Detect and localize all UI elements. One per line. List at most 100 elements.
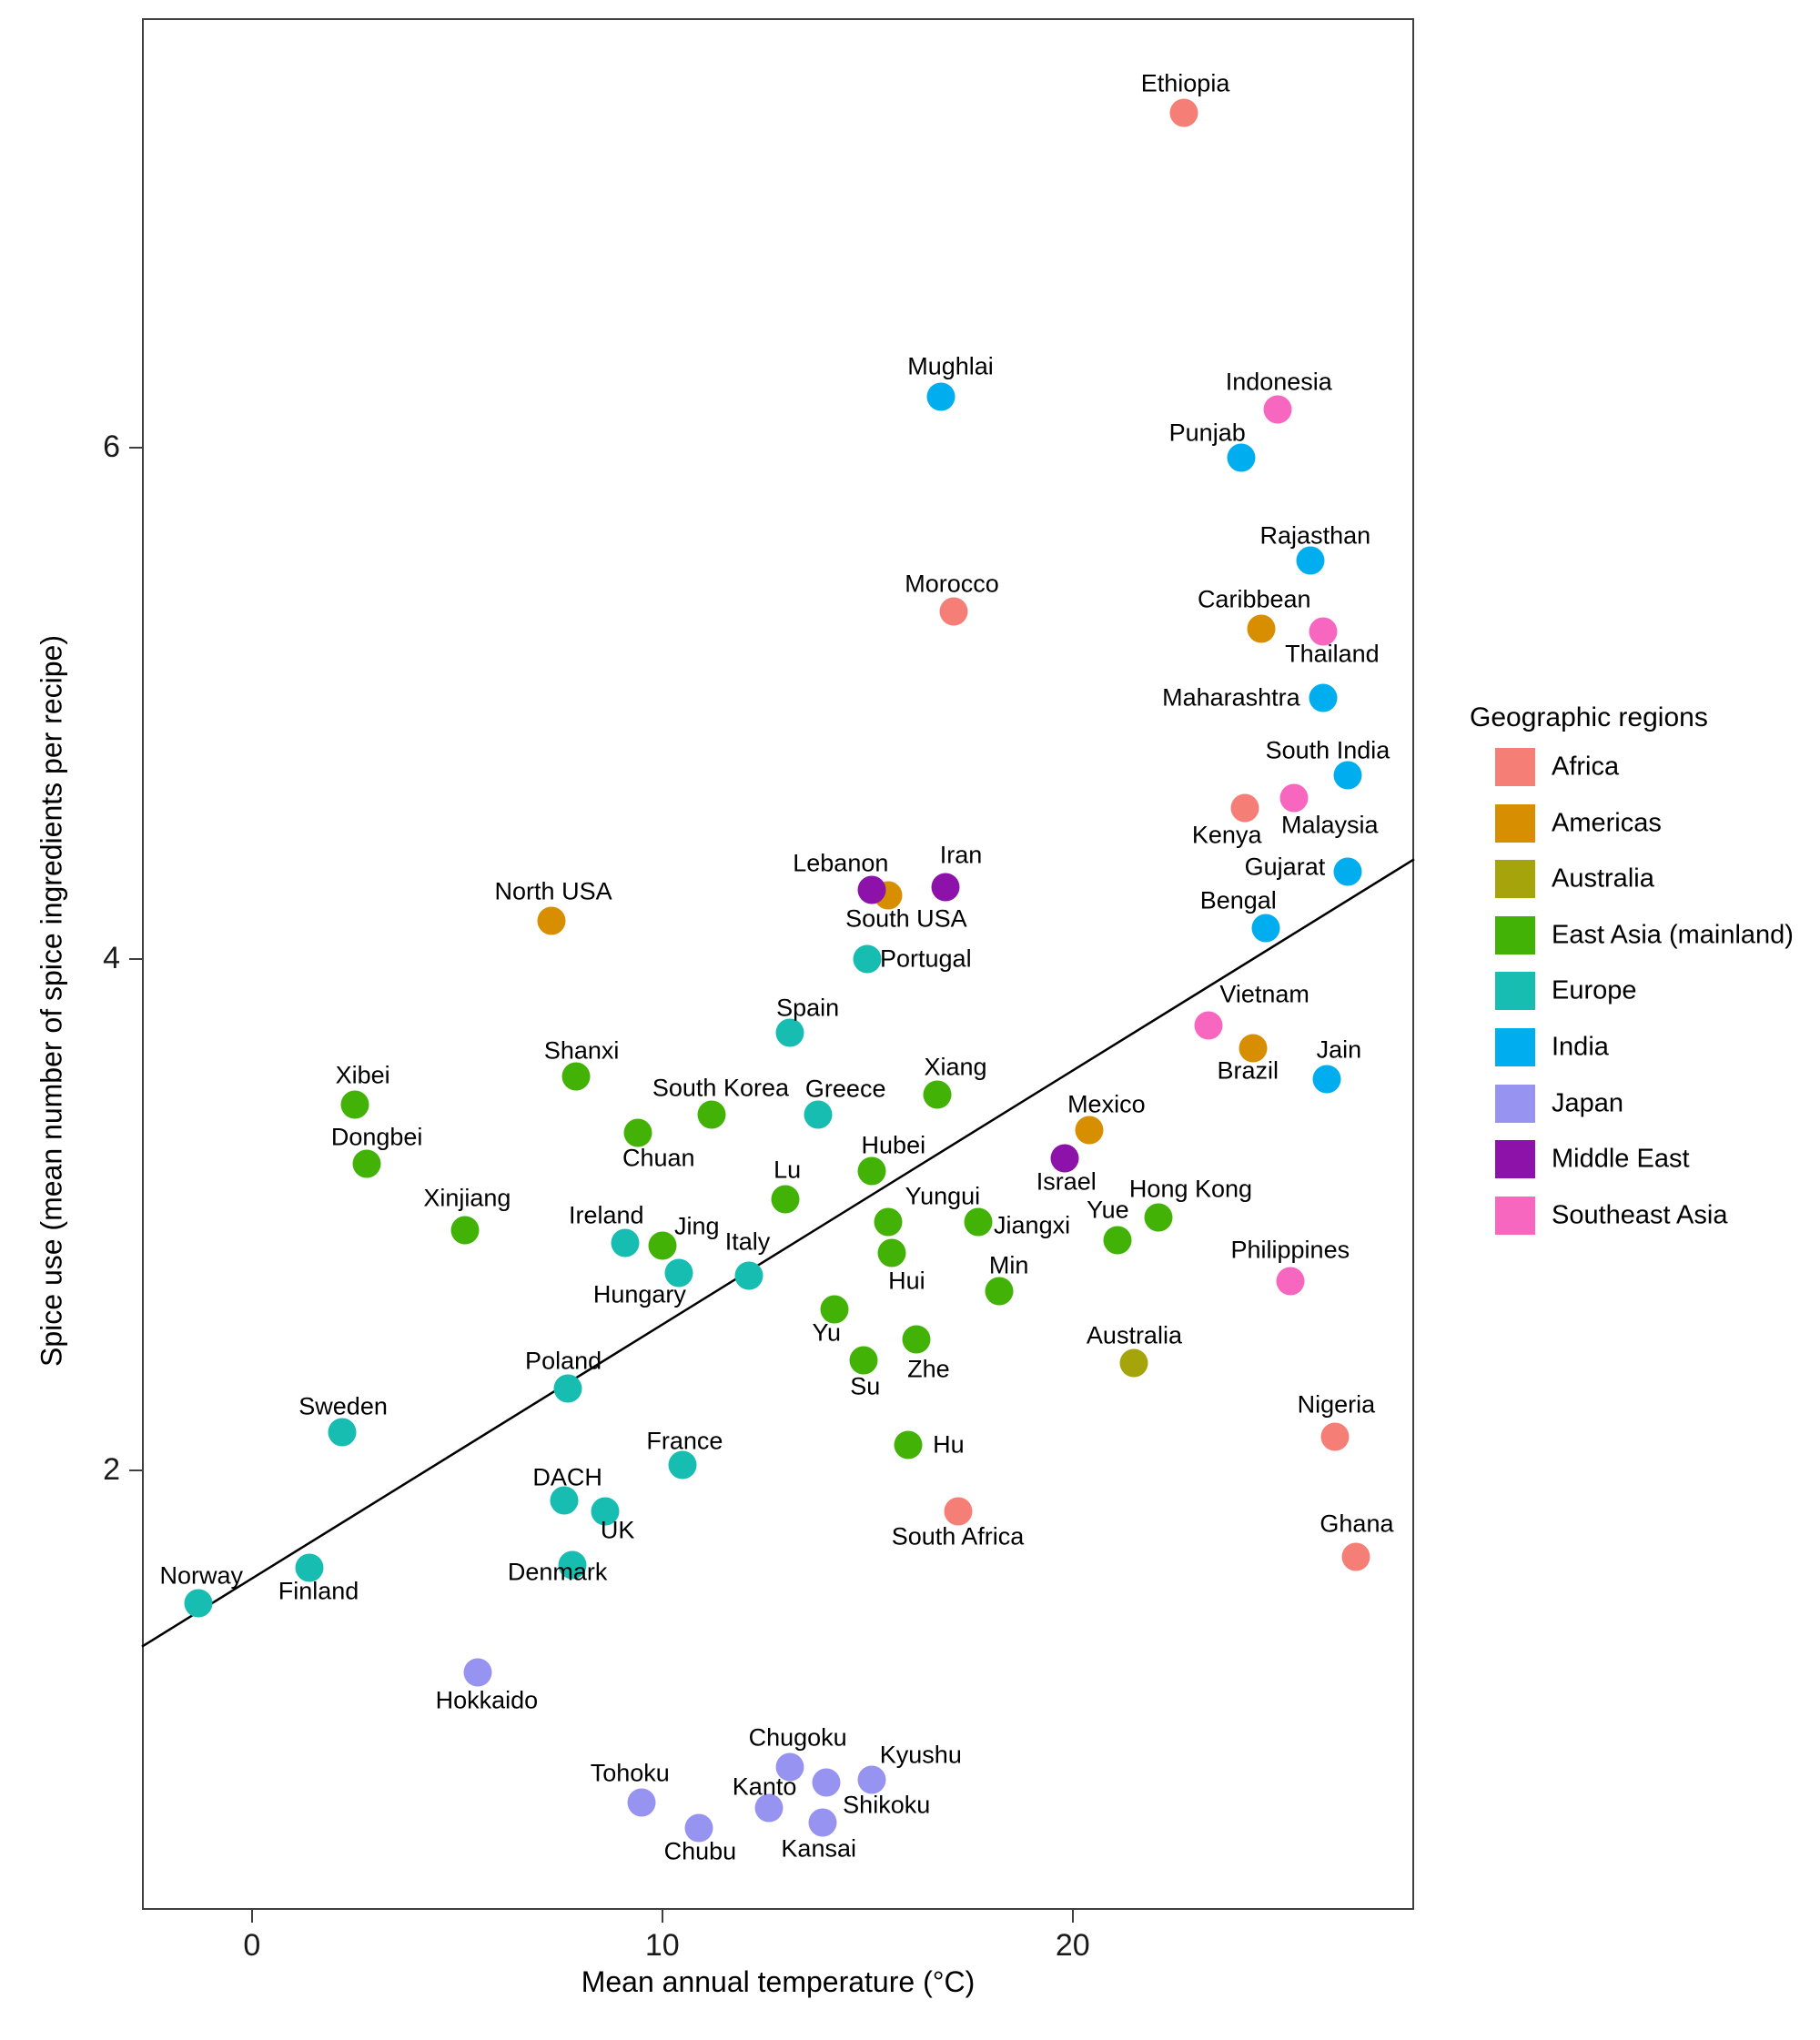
legend-label-japan: Japan (1552, 1088, 1624, 1118)
point-label-ireland: Ireland (568, 1201, 644, 1229)
point-label-yu: Yu (812, 1318, 841, 1347)
point-chubu (684, 1813, 713, 1843)
point-label-france: France (646, 1427, 723, 1455)
point-label-chuan: Chuan (622, 1144, 695, 1172)
point-label-portugal: Portugal (880, 944, 972, 973)
point-nigeria (1320, 1422, 1350, 1451)
point-shanxi (561, 1062, 591, 1091)
point-label-rajasthan: Rajasthan (1259, 521, 1371, 550)
y-tick-mark-2 (129, 1469, 142, 1471)
point-philippines (1276, 1267, 1305, 1296)
point-label-spain: Spain (776, 994, 840, 1022)
point-label-gujarat: Gujarat (1244, 853, 1326, 881)
point-xinjiang (450, 1216, 480, 1245)
point-hong-kong (1144, 1203, 1173, 1232)
point-israel (1050, 1144, 1079, 1173)
point-south-korea (697, 1100, 726, 1129)
point-label-mexico: Mexico (1067, 1090, 1146, 1118)
legend-label-middle-east: Middle East (1552, 1144, 1690, 1174)
point-gujarat (1333, 857, 1362, 886)
point-label-denmark: Denmark (507, 1558, 608, 1586)
point-rajasthan (1296, 546, 1325, 575)
point-label-hu: Hu (933, 1430, 965, 1459)
point-indonesia (1263, 395, 1292, 424)
point-label-yungui: Yungui (905, 1182, 981, 1210)
point-label-lu: Lu (774, 1156, 802, 1184)
point-yungui (874, 1207, 903, 1237)
point-maharashtra (1309, 683, 1338, 712)
point-yu (820, 1295, 849, 1324)
point-label-norway: Norway (159, 1561, 243, 1590)
point-label-hubei: Hubei (861, 1131, 926, 1159)
point-label-jiangxi: Jiangxi (994, 1211, 1071, 1239)
x-tick-mark-10 (661, 1910, 663, 1923)
point-hokkaido (463, 1658, 492, 1687)
point-label-yue: Yue (1087, 1196, 1129, 1224)
point-poland (553, 1374, 582, 1403)
point-label-hui: Hui (888, 1267, 925, 1295)
point-bengal (1251, 914, 1280, 943)
point-label-ghana: Ghana (1320, 1510, 1394, 1538)
point-north-usa (537, 906, 566, 935)
point-shikoku (812, 1768, 841, 1797)
point-label-hong-kong: Hong Kong (1128, 1175, 1253, 1203)
point-label-zhe: Zhe (907, 1355, 950, 1383)
point-hui (877, 1238, 906, 1267)
x-tick-mark-0 (250, 1910, 253, 1923)
point-label-thailand: Thailand (1285, 640, 1380, 668)
point-label-poland: Poland (525, 1347, 602, 1375)
point-label-australia: Australia (1086, 1321, 1182, 1349)
x-tick-label-20: 20 (1055, 1928, 1090, 1963)
point-greece (804, 1100, 833, 1129)
point-jiangxi (964, 1207, 993, 1237)
point-su (849, 1346, 878, 1375)
point-dongbei (352, 1149, 381, 1178)
point-mughlai (926, 382, 956, 411)
point-label-south-africa: South Africa (891, 1522, 1025, 1550)
point-dach (550, 1486, 579, 1515)
point-label-caribbean: Caribbean (1197, 585, 1311, 613)
point-italy (734, 1261, 763, 1290)
point-iran (931, 873, 960, 902)
point-norway (184, 1589, 213, 1618)
point-malaysia (1279, 783, 1309, 813)
point-label-brazil: Brazil (1217, 1056, 1279, 1085)
legend-swatch-east-asia-mainland- (1495, 915, 1535, 954)
point-label-indonesia: Indonesia (1225, 368, 1332, 396)
point-thailand (1309, 617, 1338, 646)
point-finland (295, 1553, 324, 1582)
point-brazil (1239, 1034, 1268, 1063)
point-spain (775, 1018, 804, 1047)
point-label-tohoku: Tohoku (590, 1759, 670, 1787)
legend-label-india: India (1552, 1032, 1609, 1062)
point-label-shikoku: Shikoku (843, 1791, 931, 1819)
point-sweden (328, 1418, 357, 1447)
point-min (985, 1277, 1014, 1306)
y-tick-label-4: 4 (103, 940, 120, 975)
point-kyushu (857, 1765, 886, 1794)
point-hubei (857, 1156, 886, 1186)
plot-panel (142, 18, 1414, 1910)
point-label-jing: Jing (674, 1212, 720, 1240)
point-chugoku (775, 1752, 804, 1782)
point-south-africa (944, 1497, 973, 1526)
point-label-min: Min (988, 1251, 1029, 1279)
point-label-maharashtra: Maharashtra (1162, 683, 1300, 712)
y-tick-mark-6 (129, 446, 142, 449)
y-axis-title: Spice use (mean number of spice ingredie… (35, 635, 68, 1367)
point-label-xibei: Xibei (335, 1061, 390, 1089)
point-morocco (939, 597, 968, 626)
point-zhe (902, 1325, 931, 1354)
point-label-mughlai: Mughlai (907, 352, 994, 380)
x-axis-title: Mean annual temperature (°C) (581, 1965, 976, 1998)
legend-label-east-asia-mainland-: East Asia (mainland) (1552, 920, 1794, 950)
point-label-italy: Italy (724, 1227, 771, 1256)
point-label-kansai: Kansai (781, 1834, 856, 1863)
legend-label-africa: Africa (1552, 752, 1620, 782)
point-jing (648, 1231, 677, 1260)
point-south-india (1333, 761, 1362, 790)
point-label-greece: Greece (804, 1075, 886, 1103)
point-label-punjab: Punjab (1168, 419, 1246, 447)
legend-label-australia: Australia (1552, 863, 1654, 894)
